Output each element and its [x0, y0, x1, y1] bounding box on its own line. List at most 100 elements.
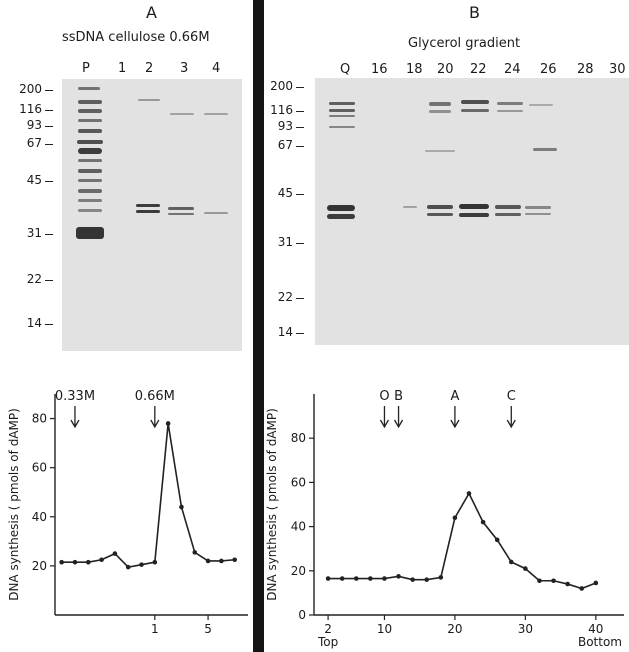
y-tick-label: 40: [32, 510, 47, 524]
data-point: [396, 574, 401, 579]
mw-marker-45: 45: [26, 173, 42, 187]
data-point: [59, 559, 64, 565]
data-point: [579, 586, 585, 591]
gel-image-a: [62, 79, 242, 351]
mw-marker-b-31: 31: [277, 235, 293, 249]
lane-label-18: 18: [406, 62, 423, 77]
y-axis-label: DNA synthesis ( pmols of dAMP): [7, 408, 21, 601]
mw-marker-b-22: 22: [277, 290, 293, 304]
x-axis-label-bottom: Bottom: [578, 635, 622, 649]
annotation-label: B: [394, 389, 403, 404]
mw-marker-67: 67: [26, 136, 42, 150]
data-point: [152, 559, 158, 565]
y-tick-label: 80: [291, 431, 306, 445]
annotation-arrow-head: [379, 419, 390, 429]
data-point: [537, 578, 542, 584]
annotation-label: O: [379, 389, 389, 404]
data-point: [205, 558, 211, 564]
data-point: [494, 537, 500, 543]
data-point: [410, 577, 415, 582]
annotation-arrow-head: [70, 419, 80, 429]
x-tick-label: 30: [518, 622, 533, 636]
data-point: [72, 559, 78, 565]
annotation-arrow-head: [450, 419, 460, 429]
data-point: [339, 576, 345, 581]
data-point: [452, 515, 458, 521]
lane-label-3: 3: [180, 61, 189, 76]
data-point: [219, 558, 224, 564]
data-point: [382, 576, 387, 581]
lane-label-20: 20: [437, 62, 454, 77]
mw-marker-b-93: 93: [277, 119, 293, 133]
annotation-arrow-head: [393, 419, 404, 429]
data-point: [508, 559, 514, 565]
data-point: [523, 566, 528, 571]
x-tick-label: 1: [151, 622, 159, 636]
mw-marker-31: 31: [26, 226, 42, 240]
mw-marker-b-200: 200: [270, 79, 293, 93]
data-point: [466, 491, 472, 496]
y-tick-label: 60: [32, 461, 47, 475]
lane-label-28: 28: [577, 62, 594, 77]
data-point: [139, 562, 144, 567]
lane-label-q: Q: [340, 62, 351, 77]
y-tick-label: 80: [32, 412, 47, 426]
data-point: [165, 421, 171, 426]
x-axis-label-top: Top: [317, 635, 338, 649]
annotation-label: 0.66M: [135, 389, 175, 404]
mw-marker-14: 14: [26, 316, 42, 330]
lane-label-22: 22: [470, 62, 487, 77]
data-line: [61, 423, 235, 568]
mw-marker-b-116: 116: [270, 103, 293, 117]
mw-marker-b-45: 45: [277, 186, 293, 200]
lane-label-1: 1: [118, 61, 127, 76]
data-point: [368, 576, 373, 581]
y-tick-label: 0: [298, 608, 306, 622]
lane-label-4: 4: [212, 61, 221, 76]
data-point: [325, 576, 331, 581]
lane-label-26: 26: [540, 62, 557, 77]
x-tick-label: 5: [204, 622, 212, 636]
mw-marker-22: 22: [26, 272, 42, 286]
x-tick-label: 40: [588, 622, 603, 636]
data-point: [85, 559, 91, 565]
gel-image-b: [315, 78, 629, 345]
y-tick-label: 20: [32, 559, 47, 573]
x-tick-label: 10: [377, 622, 392, 636]
panel-b-title: Glycerol gradient: [408, 36, 521, 51]
mw-marker-b-67: 67: [277, 138, 293, 152]
panel-divider: [253, 0, 264, 652]
panel-a-title: ssDNA cellulose 0.66M: [62, 30, 210, 45]
lane-label-16: 16: [371, 62, 388, 77]
mw-marker-116: 116: [19, 102, 42, 116]
annotation-arrow-head: [150, 419, 160, 429]
lane-label-p: P: [82, 61, 90, 76]
x-tick-label: 2: [324, 622, 332, 636]
y-axis-label: DNA synthesis ( pmols of dAMP): [265, 408, 279, 601]
data-point: [551, 578, 556, 584]
y-tick-label: 20: [291, 564, 306, 578]
data-point: [99, 557, 104, 563]
mw-marker-93: 93: [26, 118, 42, 132]
data-line: [328, 491, 597, 590]
panel-b-letter: B: [469, 3, 480, 22]
data-point: [232, 557, 237, 563]
lane-label-2: 2: [145, 61, 154, 76]
annotation-label: A: [450, 389, 459, 404]
lane-label-24: 24: [504, 62, 521, 77]
lane-label-30: 30: [609, 62, 626, 77]
data-point: [353, 576, 359, 581]
data-point: [125, 564, 131, 570]
data-point: [593, 580, 599, 586]
y-tick-label: 40: [291, 520, 306, 534]
data-point: [112, 551, 118, 556]
data-point: [424, 577, 430, 582]
x-tick-label: 20: [447, 622, 462, 636]
data-point: [179, 504, 184, 510]
y-tick-label: 60: [291, 475, 306, 489]
annotation-label: C: [507, 389, 516, 404]
data-point: [565, 581, 570, 587]
data-point: [192, 550, 198, 555]
annotation-arrow-head: [506, 419, 516, 429]
data-point: [480, 519, 486, 525]
